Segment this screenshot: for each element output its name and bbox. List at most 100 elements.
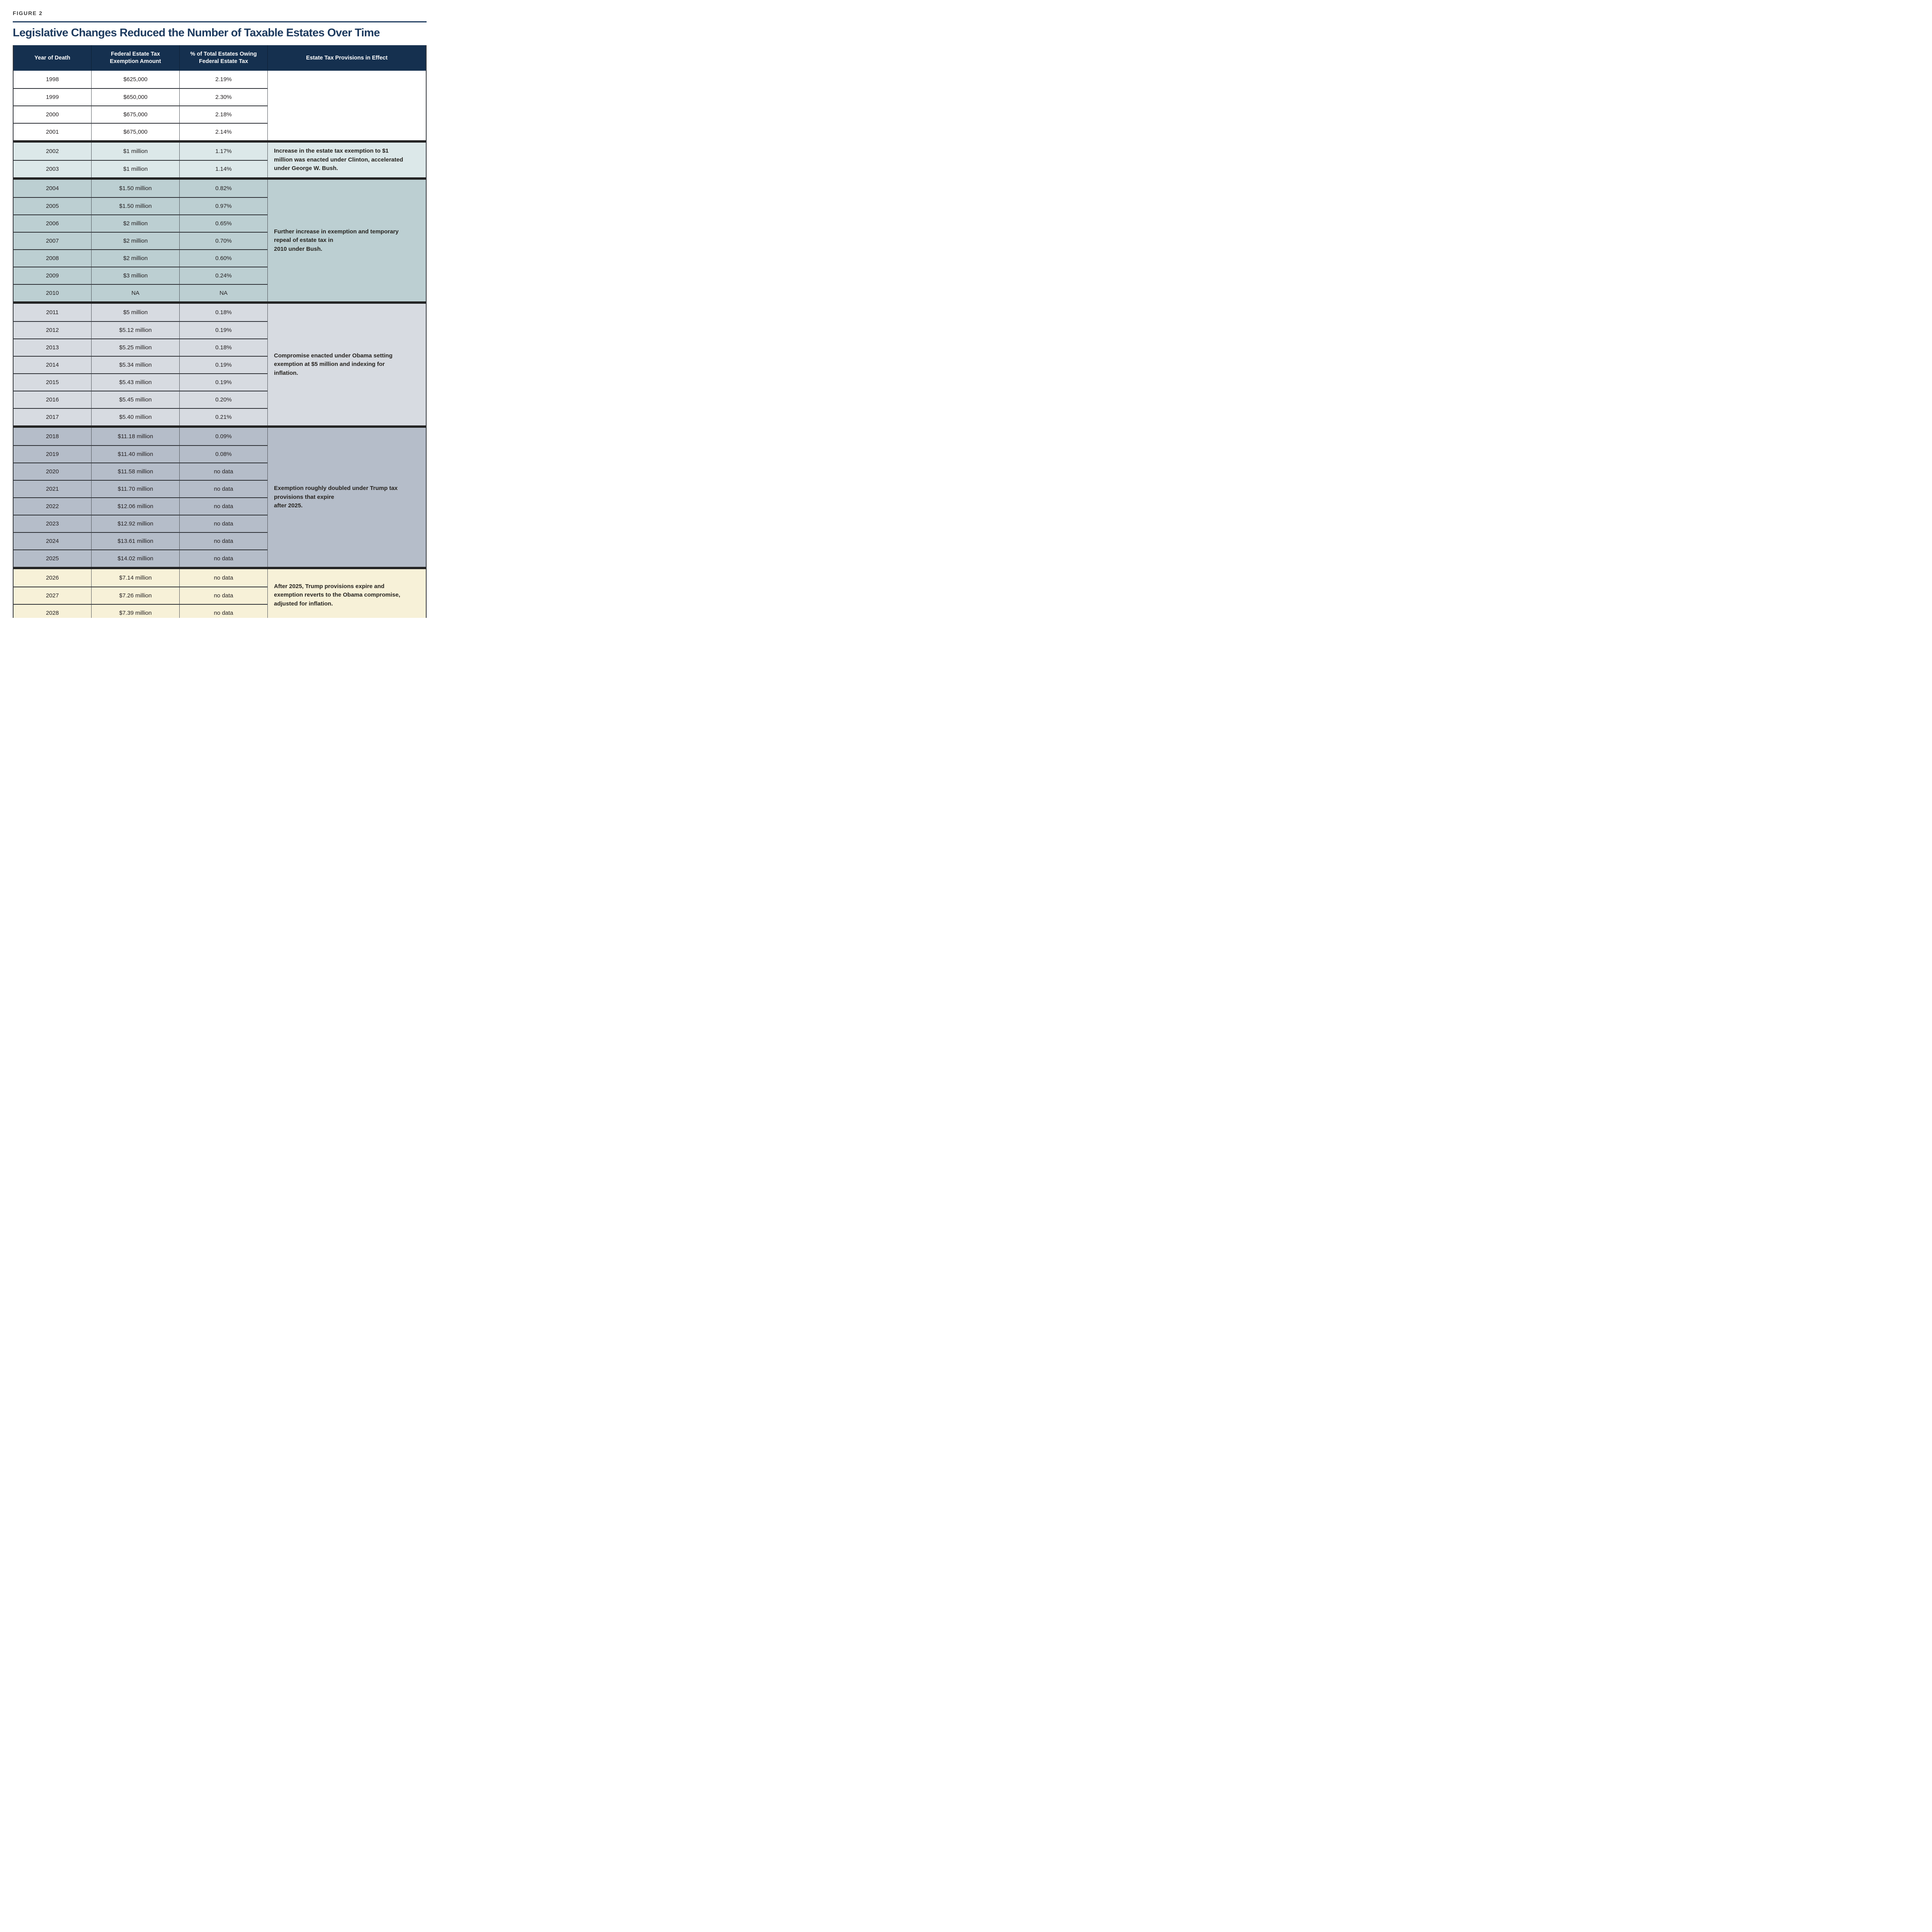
share-cell: 0.18% [179,338,267,356]
amount-cell: $2 million [91,249,179,267]
share-cell: 0.60% [179,249,267,267]
annotation-cell: After 2025, Trump provisions expire and … [267,569,426,618]
year-cell: 2001 [14,123,91,140]
year-cell: 2014 [14,356,91,373]
share-cell: 0.09% [179,428,267,445]
share-cell: 0.24% [179,267,267,284]
amount-cell: $12.06 million [91,497,179,515]
amount-cell: $675,000 [91,105,179,123]
amount-cell: NA [91,284,179,301]
year-cell: 2000 [14,105,91,123]
amount-cell: $7.39 million [91,604,179,618]
share-cell: no data [179,463,267,480]
year-cell: 2019 [14,445,91,463]
year-cell: 2009 [14,267,91,284]
share-cell: no data [179,515,267,532]
year-cell: 2024 [14,532,91,549]
annotation-cell: Compromise enacted under Obama setting e… [267,304,426,425]
year-cell: 2027 [14,587,91,604]
year-cell: 2026 [46,575,59,581]
amount-cell: $11.70 million [91,480,179,497]
share-cell: no data [179,532,267,549]
year-cell: 2017 [14,408,91,425]
amount-cell: $675,000 [91,123,179,140]
year-cell: 2021 [14,480,91,497]
share-cell: 2.19% [179,71,267,88]
amount-cell: $11.40 million [91,445,179,463]
share-cell: 0.70% [179,232,267,249]
amount-cell: $11.18 million [91,428,179,445]
amount-cell: $5.25 million [91,338,179,356]
share-cell: no data [179,497,267,515]
amount-cell: $13.61 million [91,532,179,549]
amount-cell: $3 million [91,267,179,284]
amount-cell: $7.26 million [91,587,179,604]
share-cell: NA [179,284,267,301]
year-cell: 2004 [46,185,59,192]
year-cell: 2020 [14,463,91,480]
year-cell: 2025 [14,549,91,567]
annotation-cell: Further increase in exemption and tempor… [267,180,426,301]
annotation-cell: Increase in the estate tax exemption to … [267,143,426,177]
year-cell: 1999 [14,88,91,105]
amount-cell: $1.50 million [91,180,179,197]
share-cell: 0.19% [179,356,267,373]
share-cell: no data [179,604,267,618]
group-separator [14,425,426,428]
share-cell: 0.65% [179,214,267,232]
year-cell: 2016 [14,391,91,408]
year-cell: 2023 [14,515,91,532]
title-divider [13,21,427,22]
year-cell: 2011 [46,309,59,316]
year-cell: 2005 [14,197,91,214]
year-cell: 2003 [14,160,91,177]
amount-cell: $14.02 million [91,549,179,567]
amount-cell: $625,000 [91,71,179,88]
share-cell: 0.20% [179,391,267,408]
group-1998-2001: 1998 $625,000 2.19% 1999 $650,000 2.30% … [14,71,426,140]
figure-label: FIGURE 2 [13,10,43,16]
amount-cell: $5.43 million [91,373,179,391]
header-share-owing: % of Total Estates Owing Federal Estate … [179,45,267,71]
share-cell: 0.19% [179,373,267,391]
figure-page: FIGURE 2 Legislative Changes Reduced the… [0,0,439,618]
group-2018-2025: Exemption roughly doubled under Trump ta… [14,428,426,567]
annotation-cell: Exemption roughly doubled under Trump ta… [267,428,426,567]
amount-cell: $5.34 million [91,356,179,373]
share-cell: 0.18% [179,304,267,321]
year-cell: 2002 [46,148,59,155]
amount-cell: $2 million [91,214,179,232]
group-separator [14,177,426,180]
group-2002-2003: Increase in the estate tax exemption to … [14,143,426,177]
share-cell: no data [179,587,267,604]
year-cell: 2007 [14,232,91,249]
group-separator [14,567,426,569]
group-separator [14,301,426,304]
share-cell: 0.19% [179,321,267,338]
table-header-row: Year of Death Federal Estate Tax Exempti… [14,45,426,71]
share-cell: 2.18% [179,105,267,123]
year-cell: 2006 [14,214,91,232]
share-cell: 2.30% [179,88,267,105]
group-separator [14,140,426,143]
amount-cell: $11.58 million [91,463,179,480]
year-cell: 2028 [14,604,91,618]
amount-cell: $1 million [91,143,179,160]
header-year-of-death: Year of Death [34,54,70,61]
year-cell: 2013 [14,338,91,356]
group-2004-2010: Further increase in exemption and tempor… [14,180,426,301]
amount-cell: $1 million [91,160,179,177]
share-cell: no data [179,549,267,567]
amount-cell: $5.45 million [91,391,179,408]
share-cell: 0.97% [179,197,267,214]
share-cell: no data [179,480,267,497]
year-cell: 2010 [14,284,91,301]
year-cell: 2022 [14,497,91,515]
header-exemption-amount: Federal Estate Tax Exemption Amount [91,45,179,71]
year-cell: 1998 [46,76,59,83]
amount-cell: $5.12 million [91,321,179,338]
amount-cell: $12.92 million [91,515,179,532]
share-cell: 1.14% [179,160,267,177]
year-cell: 2008 [14,249,91,267]
year-cell: 2018 [46,433,59,440]
